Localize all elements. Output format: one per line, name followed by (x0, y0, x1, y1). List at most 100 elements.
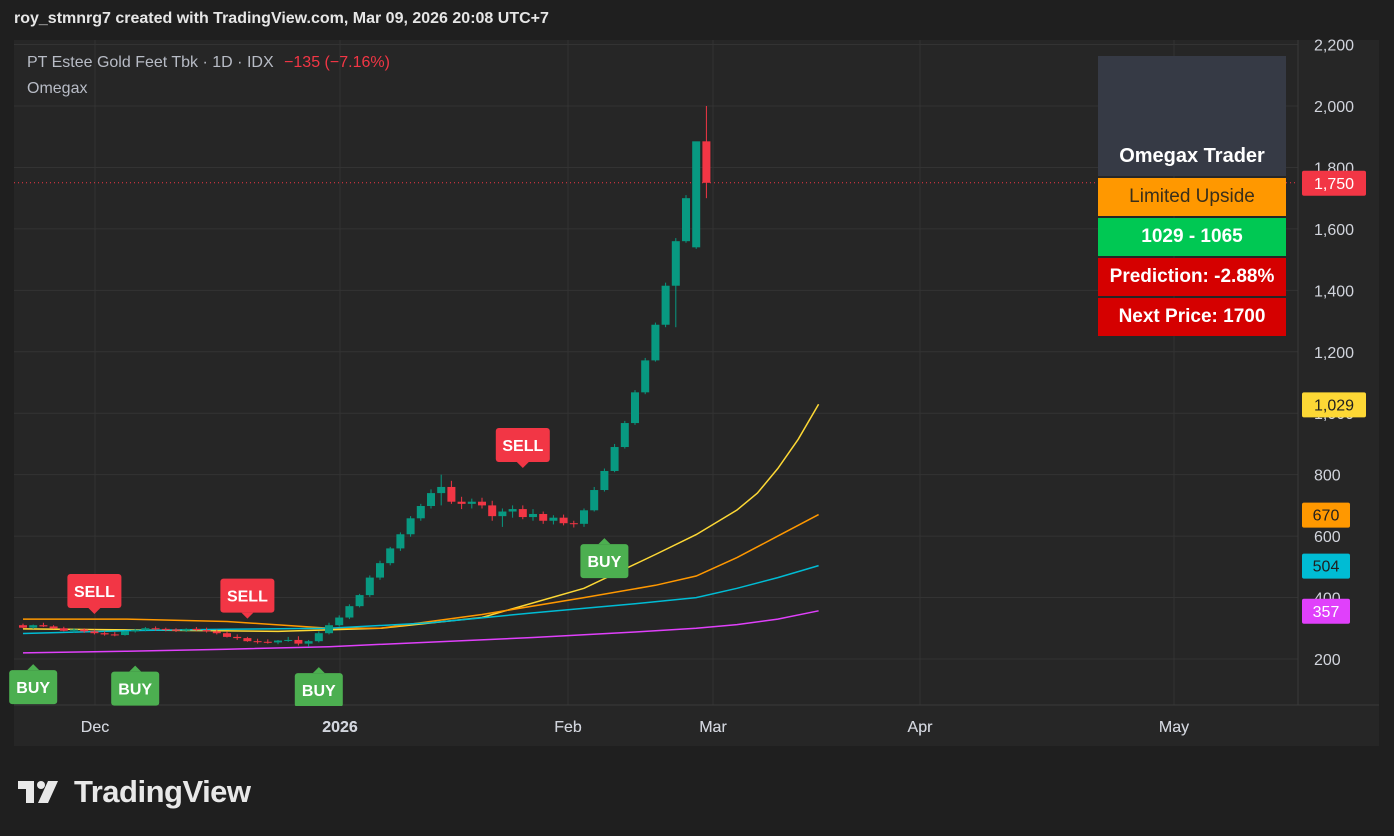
time-axis: Dec 2026 Feb Mar Apr May (81, 719, 1189, 736)
candle-body (59, 628, 68, 631)
candle (661, 282, 670, 328)
signal-box (9, 670, 58, 705)
time-axis-bg (14, 706, 1379, 746)
candle-body (498, 511, 507, 517)
status-row: Limited Upside (1098, 178, 1286, 216)
candle (70, 628, 78, 633)
price-badge: 1,750 (1302, 170, 1366, 196)
candle-body (274, 640, 282, 643)
y-tick-label: 1,200 (1314, 345, 1354, 362)
candle (692, 141, 701, 249)
candle (559, 514, 568, 526)
candle-body (590, 490, 599, 511)
y-tick-label: 200 (1314, 652, 1341, 669)
candle-body (325, 625, 333, 634)
signal-box (294, 673, 343, 708)
candle-body (90, 631, 99, 634)
x-tick-label: 2026 (322, 719, 358, 736)
signal-pointer (88, 607, 101, 614)
candle (620, 420, 629, 449)
candle-body (345, 606, 354, 618)
symbol-info: PT Estee Gold Feet Tbk · 1D · IDX (27, 54, 274, 71)
candle (631, 390, 639, 425)
candle (671, 238, 680, 328)
candle-body (478, 501, 486, 506)
candle (151, 626, 160, 631)
sell-signal: SELL (67, 573, 122, 614)
signal-box (111, 671, 160, 706)
next-price-row: Next Price: 1700 (1098, 298, 1286, 336)
tradingview-logo[interactable]: TradingView (18, 772, 251, 812)
candle-body (121, 631, 129, 636)
candle (314, 631, 323, 643)
candle-body (110, 634, 119, 636)
y-tick-label: 600 (1314, 529, 1341, 546)
candle-body (508, 509, 517, 512)
symbol-legend[interactable]: PT Estee Gold Feet Tbk · 1D · IDX −135 (… (27, 54, 390, 72)
candle (59, 626, 68, 632)
candle (518, 505, 527, 520)
candle (253, 638, 262, 644)
candle (549, 515, 558, 525)
candlesticks (19, 106, 711, 647)
candle (488, 500, 497, 521)
candle (121, 630, 129, 636)
candle (304, 639, 313, 647)
price-badge: 670 (1302, 502, 1350, 528)
candle-body (151, 628, 160, 630)
candle-body (39, 625, 48, 627)
x-tick-label: Dec (81, 719, 109, 736)
candle-body (223, 633, 231, 637)
signal-label: SELL (74, 584, 115, 601)
candle-body (335, 617, 344, 626)
indicator-legend[interactable]: Omegax (27, 80, 88, 97)
candle-body (518, 509, 527, 518)
signal-pointer (598, 538, 611, 545)
candle-body (447, 486, 456, 502)
candle (651, 322, 660, 362)
price-badge-bg (1302, 170, 1366, 196)
candle-body (437, 486, 446, 494)
signal-box (495, 428, 550, 463)
candle-body (212, 631, 221, 634)
price-badge-label: 1,750 (1314, 176, 1354, 193)
x-tick-label: Dec (81, 719, 109, 736)
ema-line (22, 610, 819, 654)
signal-label: BUY (118, 682, 152, 699)
candle-body (457, 501, 466, 504)
y-tick-label: 1,600 (1314, 222, 1354, 239)
candle (90, 629, 99, 635)
candle (457, 496, 466, 510)
candle-body (365, 577, 374, 596)
candle (406, 516, 415, 537)
signal-label: BUY (588, 554, 622, 571)
candle-body (631, 392, 639, 424)
signal-pointer (129, 665, 142, 672)
buy-signal: BUY (111, 665, 160, 706)
candle (345, 604, 354, 620)
candle-body (580, 510, 588, 524)
x-tick-label: Feb (554, 719, 582, 736)
ema-line (22, 564, 819, 635)
candle-body (661, 285, 670, 325)
x-tick-label: 2026 (322, 719, 358, 736)
candle (335, 615, 344, 627)
signal-box (580, 544, 629, 579)
candle-body (620, 423, 629, 448)
candle (131, 628, 140, 633)
candle (80, 628, 89, 633)
candle-body (406, 518, 415, 535)
chart-attribution-header: roy_stmnrg7 created with TradingView.com… (14, 10, 549, 27)
price-badge-bg (1302, 502, 1350, 528)
candle (100, 631, 109, 636)
candle-body (80, 629, 89, 632)
candle-body (304, 641, 313, 644)
price-badge-label: 357 (1313, 604, 1340, 621)
candle (498, 508, 507, 527)
candle-body (467, 501, 476, 504)
candle (39, 622, 48, 628)
price-badge-bg (1302, 392, 1366, 418)
candle (284, 636, 293, 642)
candle-body (376, 563, 384, 578)
